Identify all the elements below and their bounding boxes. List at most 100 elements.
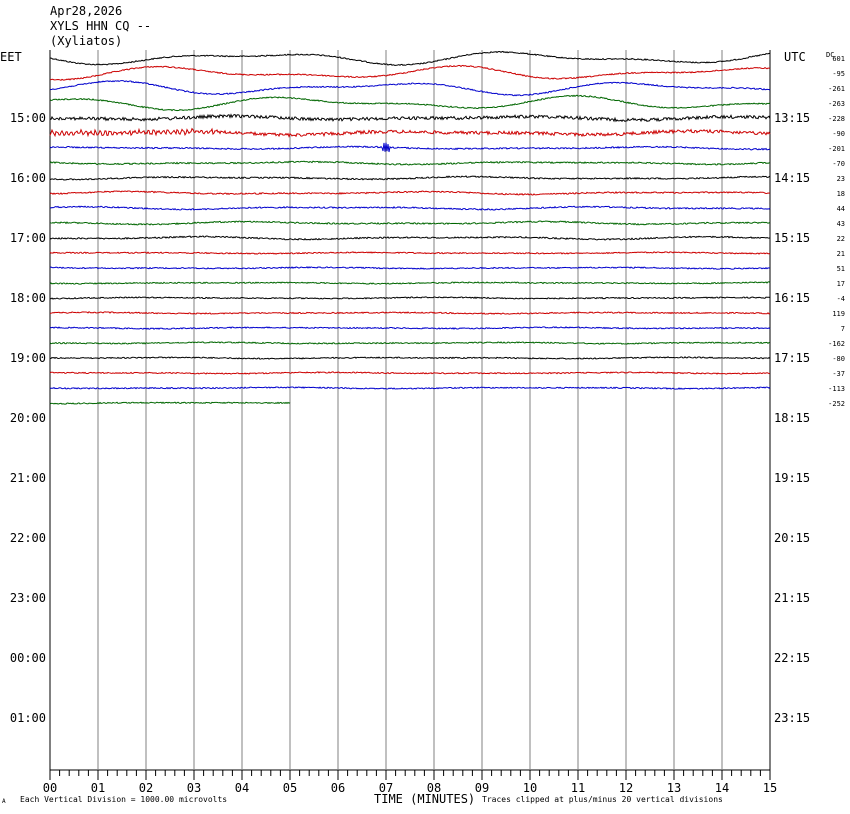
right-hour-label: 21:15 [774,591,810,605]
x-tick-label-14: 14 [715,781,729,795]
x-tick-label-15: 15 [763,781,777,795]
left-hour-label: 22:00 [10,531,46,545]
left-hour-label: 20:00 [10,411,46,425]
trace-13 [49,235,771,241]
dc-offset-5: -228 [828,115,845,123]
dc-offset-9: 23 [837,175,845,183]
left-zone-label: EET [0,50,22,64]
dc-offset-19: 7 [841,325,845,333]
plot-frame [49,50,771,771]
x-tick-label-09: 09 [475,781,489,795]
dc-offset-8: -70 [832,160,845,168]
dc-offset-15: 51 [837,265,845,273]
right-hour-label: 23:15 [774,711,810,725]
dc-offset-17: -4 [837,295,845,303]
x-tick-label-02: 02 [139,781,153,795]
trace-7 [49,142,771,153]
x-tick-label-07: 07 [379,781,393,795]
trace-12 [49,220,771,226]
dc-offset-14: 21 [837,250,845,258]
header-date: Apr28,2026 [50,4,122,18]
left-hour-label: 16:00 [10,171,46,185]
trace-20 [49,341,771,345]
x-tick-label-11: 11 [571,781,585,795]
dc-offset-10: 18 [837,190,845,198]
x-axis-title: TIME (MINUTES) [374,792,475,806]
right-hour-label: 20:15 [774,531,810,545]
dc-offset-16: 17 [837,280,845,288]
dc-column-label: DC [826,51,834,59]
left-hour-label: 21:00 [10,471,46,485]
dc-offset-13: 22 [837,235,845,243]
dc-offset-11: 44 [837,205,845,213]
scale-note: Each Vertical Division = 1000.00 microvo… [20,795,227,804]
trace-11 [49,205,771,211]
right-hour-label: 13:15 [774,111,810,125]
dc-offset-22: -37 [832,370,845,378]
right-hour-label: 22:15 [774,651,810,665]
trace-24 [49,401,291,405]
right-hour-label: 17:15 [774,351,810,365]
corner-mark: A [2,798,6,805]
trace-15 [49,266,771,270]
x-tick-labels: 00 01 02 03 04 05 06 07 08 09 10 11 12 13 14 15 [43,781,777,795]
dc-offset-23: -113 [828,385,845,393]
dc-offset-24: -252 [828,400,845,408]
dc-offset-4: -263 [828,100,845,108]
trace-17 [49,296,771,300]
trace-19 [49,326,771,330]
trace-1 [49,50,771,67]
x-tick-label-06: 06 [331,781,345,795]
trace-4 [49,94,771,112]
dc-offset-18: 119 [832,310,845,318]
left-hour-label: 19:00 [10,351,46,365]
right-zone-label: UTC [784,50,806,64]
right-hour-label: 18:15 [774,411,810,425]
right-hour-label: 19:15 [774,471,810,485]
right-hour-label: 16:15 [774,291,810,305]
clip-note: Traces clipped at plus/minus 20 vertical… [482,795,723,804]
header-location: (Xyliatos) [50,34,122,48]
minute-gridlines [97,50,723,770]
dc-offset-3: -261 [828,85,845,93]
x-tick-label-04: 04 [235,781,249,795]
x-tick-label-00: 00 [43,781,57,795]
trace-21 [49,356,771,360]
left-hour-label: 00:00 [10,651,46,665]
left-hour-label: 18:00 [10,291,46,305]
trace-2 [49,64,771,81]
left-hour-labels: 15:00 16:00 17:00 18:00 19:00 20:00 21:00 22:00… [10,111,46,725]
trace-16 [49,281,771,285]
dc-offset-labels: 601 -95 -261 -263 -228 -90 -201 -70 23 18 44 43 22 21… [828,55,845,408]
x-tick-label-12: 12 [619,781,633,795]
trace-3 [49,80,771,97]
dc-offset-20: -162 [828,340,845,348]
dc-offset-12: 43 [837,220,845,228]
dc-offset-7: -201 [828,145,845,153]
right-hour-label: 14:15 [774,171,810,185]
header: Apr28,2026 XYLS HHN CQ -- (Xyliatos) [50,4,151,48]
seismic-traces [49,50,771,405]
trace-6 [49,127,771,138]
left-hour-label: 15:00 [10,111,46,125]
dc-offset-6: -90 [832,130,845,138]
left-hour-label: 17:00 [10,231,46,245]
left-hour-label: 01:00 [10,711,46,725]
trace-10 [49,190,771,196]
trace-5 [49,113,771,123]
x-tick-label-03: 03 [187,781,201,795]
trace-8 [49,160,771,166]
right-hour-labels: 13:15 14:15 15:15 16:15 17:15 18:15 19:15 20:15… [774,111,810,725]
x-tick-label-13: 13 [667,781,681,795]
dc-offset-2: -95 [832,70,845,78]
trace-14 [49,251,771,255]
x-tick-label-08: 08 [427,781,441,795]
x-axis-ticks [49,770,771,780]
x-tick-label-05: 05 [283,781,297,795]
dc-offset-1: 601 [832,55,845,63]
left-hour-label: 23:00 [10,591,46,605]
x-tick-label-10: 10 [523,781,537,795]
trace-23 [49,386,771,390]
right-hour-label: 15:15 [774,231,810,245]
